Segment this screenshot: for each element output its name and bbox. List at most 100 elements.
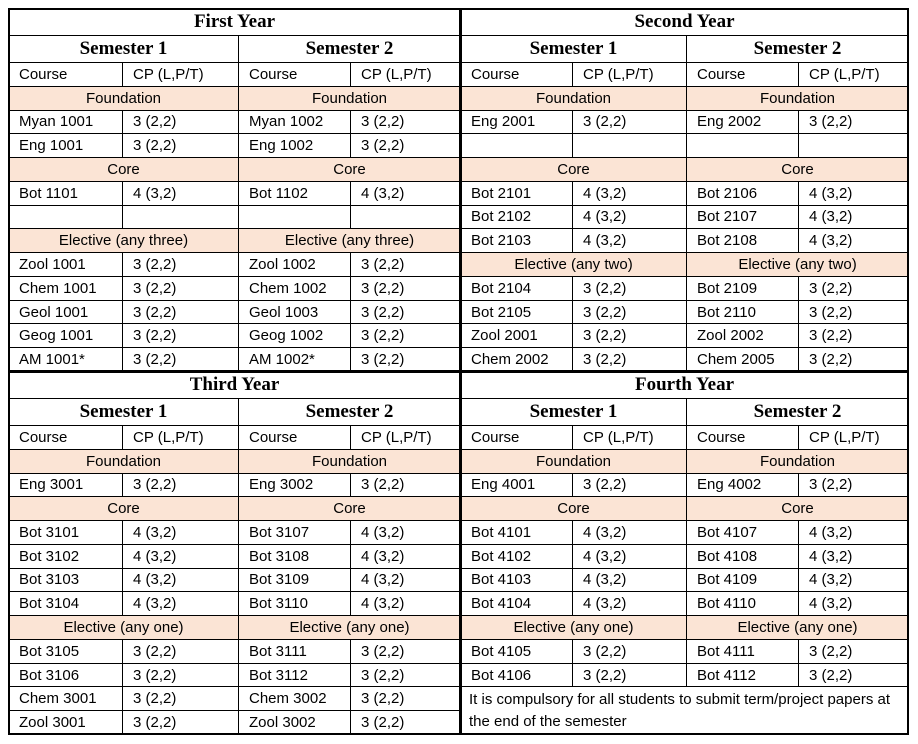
credit-points: 3 (2,2) <box>572 323 687 349</box>
credit-points: 3 (2,2) <box>122 686 239 712</box>
course-code: AM 1002* <box>238 347 351 372</box>
semester-title: Semester 2 <box>238 398 461 426</box>
credit-points: 3 (2,2) <box>798 472 909 498</box>
course-code: Bot 3106 <box>8 662 123 688</box>
note: It is compulsory for all students to sub… <box>460 686 909 735</box>
credit-points: 3 (2,2) <box>122 109 239 135</box>
empty-cell <box>8 204 123 230</box>
semester-title: Semester 1 <box>8 398 239 426</box>
course-code: Bot 4109 <box>686 567 799 593</box>
course-code: AM 1001* <box>8 347 123 372</box>
credit-points: 3 (2,2) <box>798 347 909 372</box>
credit-points: 3 (2,2) <box>798 299 909 325</box>
course-code: Eng 1002 <box>238 133 351 159</box>
credit-points: 3 (2,2) <box>572 109 687 135</box>
course-code: Bot 4112 <box>686 662 799 688</box>
empty-cell <box>122 204 239 230</box>
section-header: Elective (any one) <box>8 615 239 640</box>
credit-points: 3 (2,2) <box>350 252 461 277</box>
course-code: Bot 1102 <box>238 180 351 206</box>
credit-points: 3 (2,2) <box>122 299 239 325</box>
course-code: Bot 3107 <box>238 520 351 545</box>
course-code: Geol 1003 <box>238 299 351 325</box>
credit-points: 3 (2,2) <box>350 638 461 664</box>
credit-points: 4 (3,2) <box>798 228 909 254</box>
column-header: Course <box>460 425 573 450</box>
credit-points: 4 (3,2) <box>350 543 461 569</box>
credit-points: 4 (3,2) <box>798 180 909 206</box>
course-code: Geol 1001 <box>8 299 123 325</box>
column-header: Course <box>238 62 351 87</box>
course-code: Bot 2106 <box>686 180 799 206</box>
column-header: CP (L,P/T) <box>350 62 461 87</box>
course-code: Chem 3002 <box>238 686 351 712</box>
course-code: Bot 4101 <box>460 520 573 545</box>
course-code: Bot 3104 <box>8 591 123 617</box>
credit-points: 3 (2,2) <box>122 275 239 301</box>
credit-points: 3 (2,2) <box>350 662 461 688</box>
course-code: Bot 3112 <box>238 662 351 688</box>
course-code: Geog 1002 <box>238 323 351 349</box>
section-header: Core <box>8 157 239 182</box>
credit-points: 3 (2,2) <box>122 638 239 664</box>
year-title: Second Year <box>460 8 909 36</box>
column-header: Course <box>238 425 351 450</box>
year-title: Fourth Year <box>460 371 909 399</box>
credit-points: 4 (3,2) <box>122 543 239 569</box>
course-code: Bot 1101 <box>8 180 123 206</box>
section-header: Foundation <box>686 85 909 111</box>
section-header: Foundation <box>8 85 239 111</box>
empty-cell <box>798 133 909 159</box>
credit-points: 3 (2,2) <box>798 662 909 688</box>
course-code: Myan 1001 <box>8 109 123 135</box>
column-header: CP (L,P/T) <box>350 425 461 450</box>
section-header: Core <box>460 157 687 182</box>
credit-points: 3 (2,2) <box>350 299 461 325</box>
credit-points: 3 (2,2) <box>572 347 687 372</box>
column-header: CP (L,P/T) <box>798 425 909 450</box>
semester-title: Semester 1 <box>8 35 239 63</box>
section-header: Core <box>686 496 909 522</box>
course-code: Bot 4105 <box>460 638 573 664</box>
credit-points: 4 (3,2) <box>350 520 461 545</box>
credit-points: 3 (2,2) <box>572 472 687 498</box>
course-code: Eng 4002 <box>686 472 799 498</box>
credit-points: 4 (3,2) <box>798 204 909 230</box>
column-header: CP (L,P/T) <box>122 62 239 87</box>
course-code: Chem 1002 <box>238 275 351 301</box>
credit-points: 3 (2,2) <box>798 638 909 664</box>
credit-points: 3 (2,2) <box>350 109 461 135</box>
course-code: Zool 1002 <box>238 252 351 277</box>
course-code: Bot 3109 <box>238 567 351 593</box>
course-code: Bot 3111 <box>238 638 351 664</box>
course-code: Zool 2002 <box>686 323 799 349</box>
semester-title: Semester 1 <box>460 398 687 426</box>
section-header: Foundation <box>8 448 239 474</box>
course-code: Bot 3101 <box>8 520 123 545</box>
credit-points: 4 (3,2) <box>350 180 461 206</box>
credit-points: 3 (2,2) <box>122 472 239 498</box>
column-header: CP (L,P/T) <box>572 425 687 450</box>
credit-points: 4 (3,2) <box>350 567 461 593</box>
section-header: Elective (any two) <box>460 252 687 277</box>
course-code: Bot 2103 <box>460 228 573 254</box>
column-header: Course <box>460 62 573 87</box>
year-title: Third Year <box>8 371 461 399</box>
credit-points: 4 (3,2) <box>122 567 239 593</box>
course-code: Bot 2109 <box>686 275 799 301</box>
section-header: Foundation <box>238 448 461 474</box>
course-code: Bot 4111 <box>686 638 799 664</box>
section-header: Foundation <box>460 85 687 111</box>
column-header: CP (L,P/T) <box>122 425 239 450</box>
credit-points: 4 (3,2) <box>572 228 687 254</box>
section-header: Core <box>460 496 687 522</box>
course-code: Zool 3001 <box>8 710 123 735</box>
course-code: Eng 4001 <box>460 472 573 498</box>
credit-points: 3 (2,2) <box>572 275 687 301</box>
section-header: Elective (any three) <box>238 228 461 254</box>
credit-points: 4 (3,2) <box>798 591 909 617</box>
semester-title: Semester 1 <box>460 35 687 63</box>
credit-points: 4 (3,2) <box>122 180 239 206</box>
section-header: Foundation <box>686 448 909 474</box>
credit-points: 3 (2,2) <box>122 252 239 277</box>
